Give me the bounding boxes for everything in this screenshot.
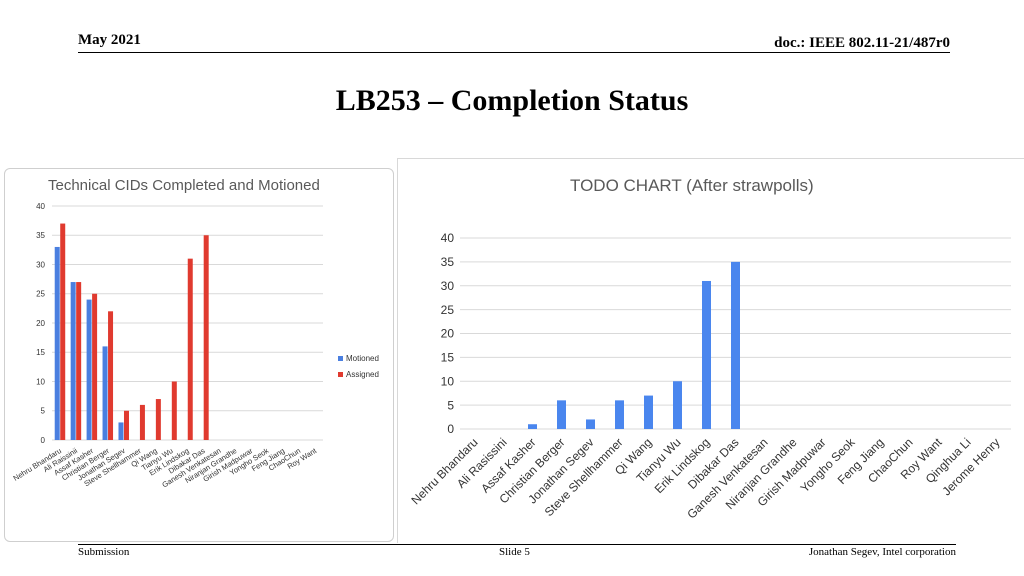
bar: [702, 280, 711, 429]
y-tick-label: 20: [441, 327, 455, 341]
y-tick-label: 15: [36, 348, 45, 357]
y-tick-label: 0: [41, 436, 46, 445]
legend-swatch: [338, 372, 343, 377]
y-tick-label: 35: [441, 255, 455, 269]
bar: [615, 400, 624, 429]
y-tick-label: 25: [441, 303, 455, 317]
y-tick-label: 20: [36, 319, 45, 328]
y-tick-label: 30: [441, 279, 455, 293]
legend-label: Assigned: [346, 370, 379, 379]
completed-chart-panel: Technical CIDs Completed and Motioned 0 5 1…: [4, 168, 394, 542]
bar: [139, 404, 145, 440]
y-tick-label: 10: [441, 374, 455, 388]
header-doc-id: doc.: IEEE 802.11-21/487r0: [774, 35, 950, 51]
bar: [528, 424, 537, 429]
bar: [86, 299, 92, 440]
completed-chart: Technical CIDs Completed and Motioned 0 5 1…: [12, 177, 379, 489]
chart-title: Technical CIDs Completed and Motioned: [48, 177, 320, 194]
todo-chart-panel: TODO CHART (After strawpolls) 0 5 10 15 20 25 3…: [397, 158, 1024, 543]
bar: [586, 419, 595, 429]
chart-title: TODO CHART (After strawpolls): [570, 176, 814, 195]
bar: [171, 381, 177, 440]
y-tick-label: 25: [36, 290, 45, 299]
header-rule: [78, 52, 950, 53]
bar: [123, 410, 129, 440]
bar: [673, 381, 682, 429]
footer-author: Jonathan Segev, Intel corporation: [808, 546, 956, 558]
bar: [731, 261, 740, 429]
y-tick-label: 5: [447, 398, 454, 412]
bar: [155, 399, 161, 440]
slide-title: LB253 – Completion Status: [335, 84, 689, 117]
y-tick-label: 40: [36, 202, 45, 211]
bar: [118, 422, 124, 440]
legend-label: Motioned: [346, 354, 379, 363]
bar: [187, 258, 193, 440]
todo-chart: TODO CHART (After strawpolls) 0 5 10 15 20 25 3…: [408, 176, 1011, 522]
header-date: May 2021: [78, 32, 141, 48]
y-tick-label: 40: [441, 231, 455, 245]
y-tick-label: 5: [41, 407, 46, 416]
bar: [70, 282, 76, 440]
y-tick-label: 15: [441, 351, 455, 365]
footer-slide-number: Slide 5: [499, 546, 530, 558]
bar: [108, 311, 114, 440]
footer-rule: [78, 544, 956, 545]
bar: [644, 395, 653, 429]
bar: [76, 282, 82, 440]
bar: [60, 223, 66, 440]
bar: [54, 246, 60, 440]
y-tick-label: 30: [36, 260, 45, 269]
bar: [203, 235, 209, 440]
y-tick-label: 0: [447, 422, 454, 436]
bar: [92, 293, 98, 440]
bar: [102, 346, 108, 440]
footer-submission: Submission: [78, 546, 130, 558]
y-tick-label: 10: [36, 377, 45, 386]
legend-swatch: [338, 356, 343, 361]
bar: [557, 400, 566, 429]
y-tick-label: 35: [36, 231, 45, 240]
